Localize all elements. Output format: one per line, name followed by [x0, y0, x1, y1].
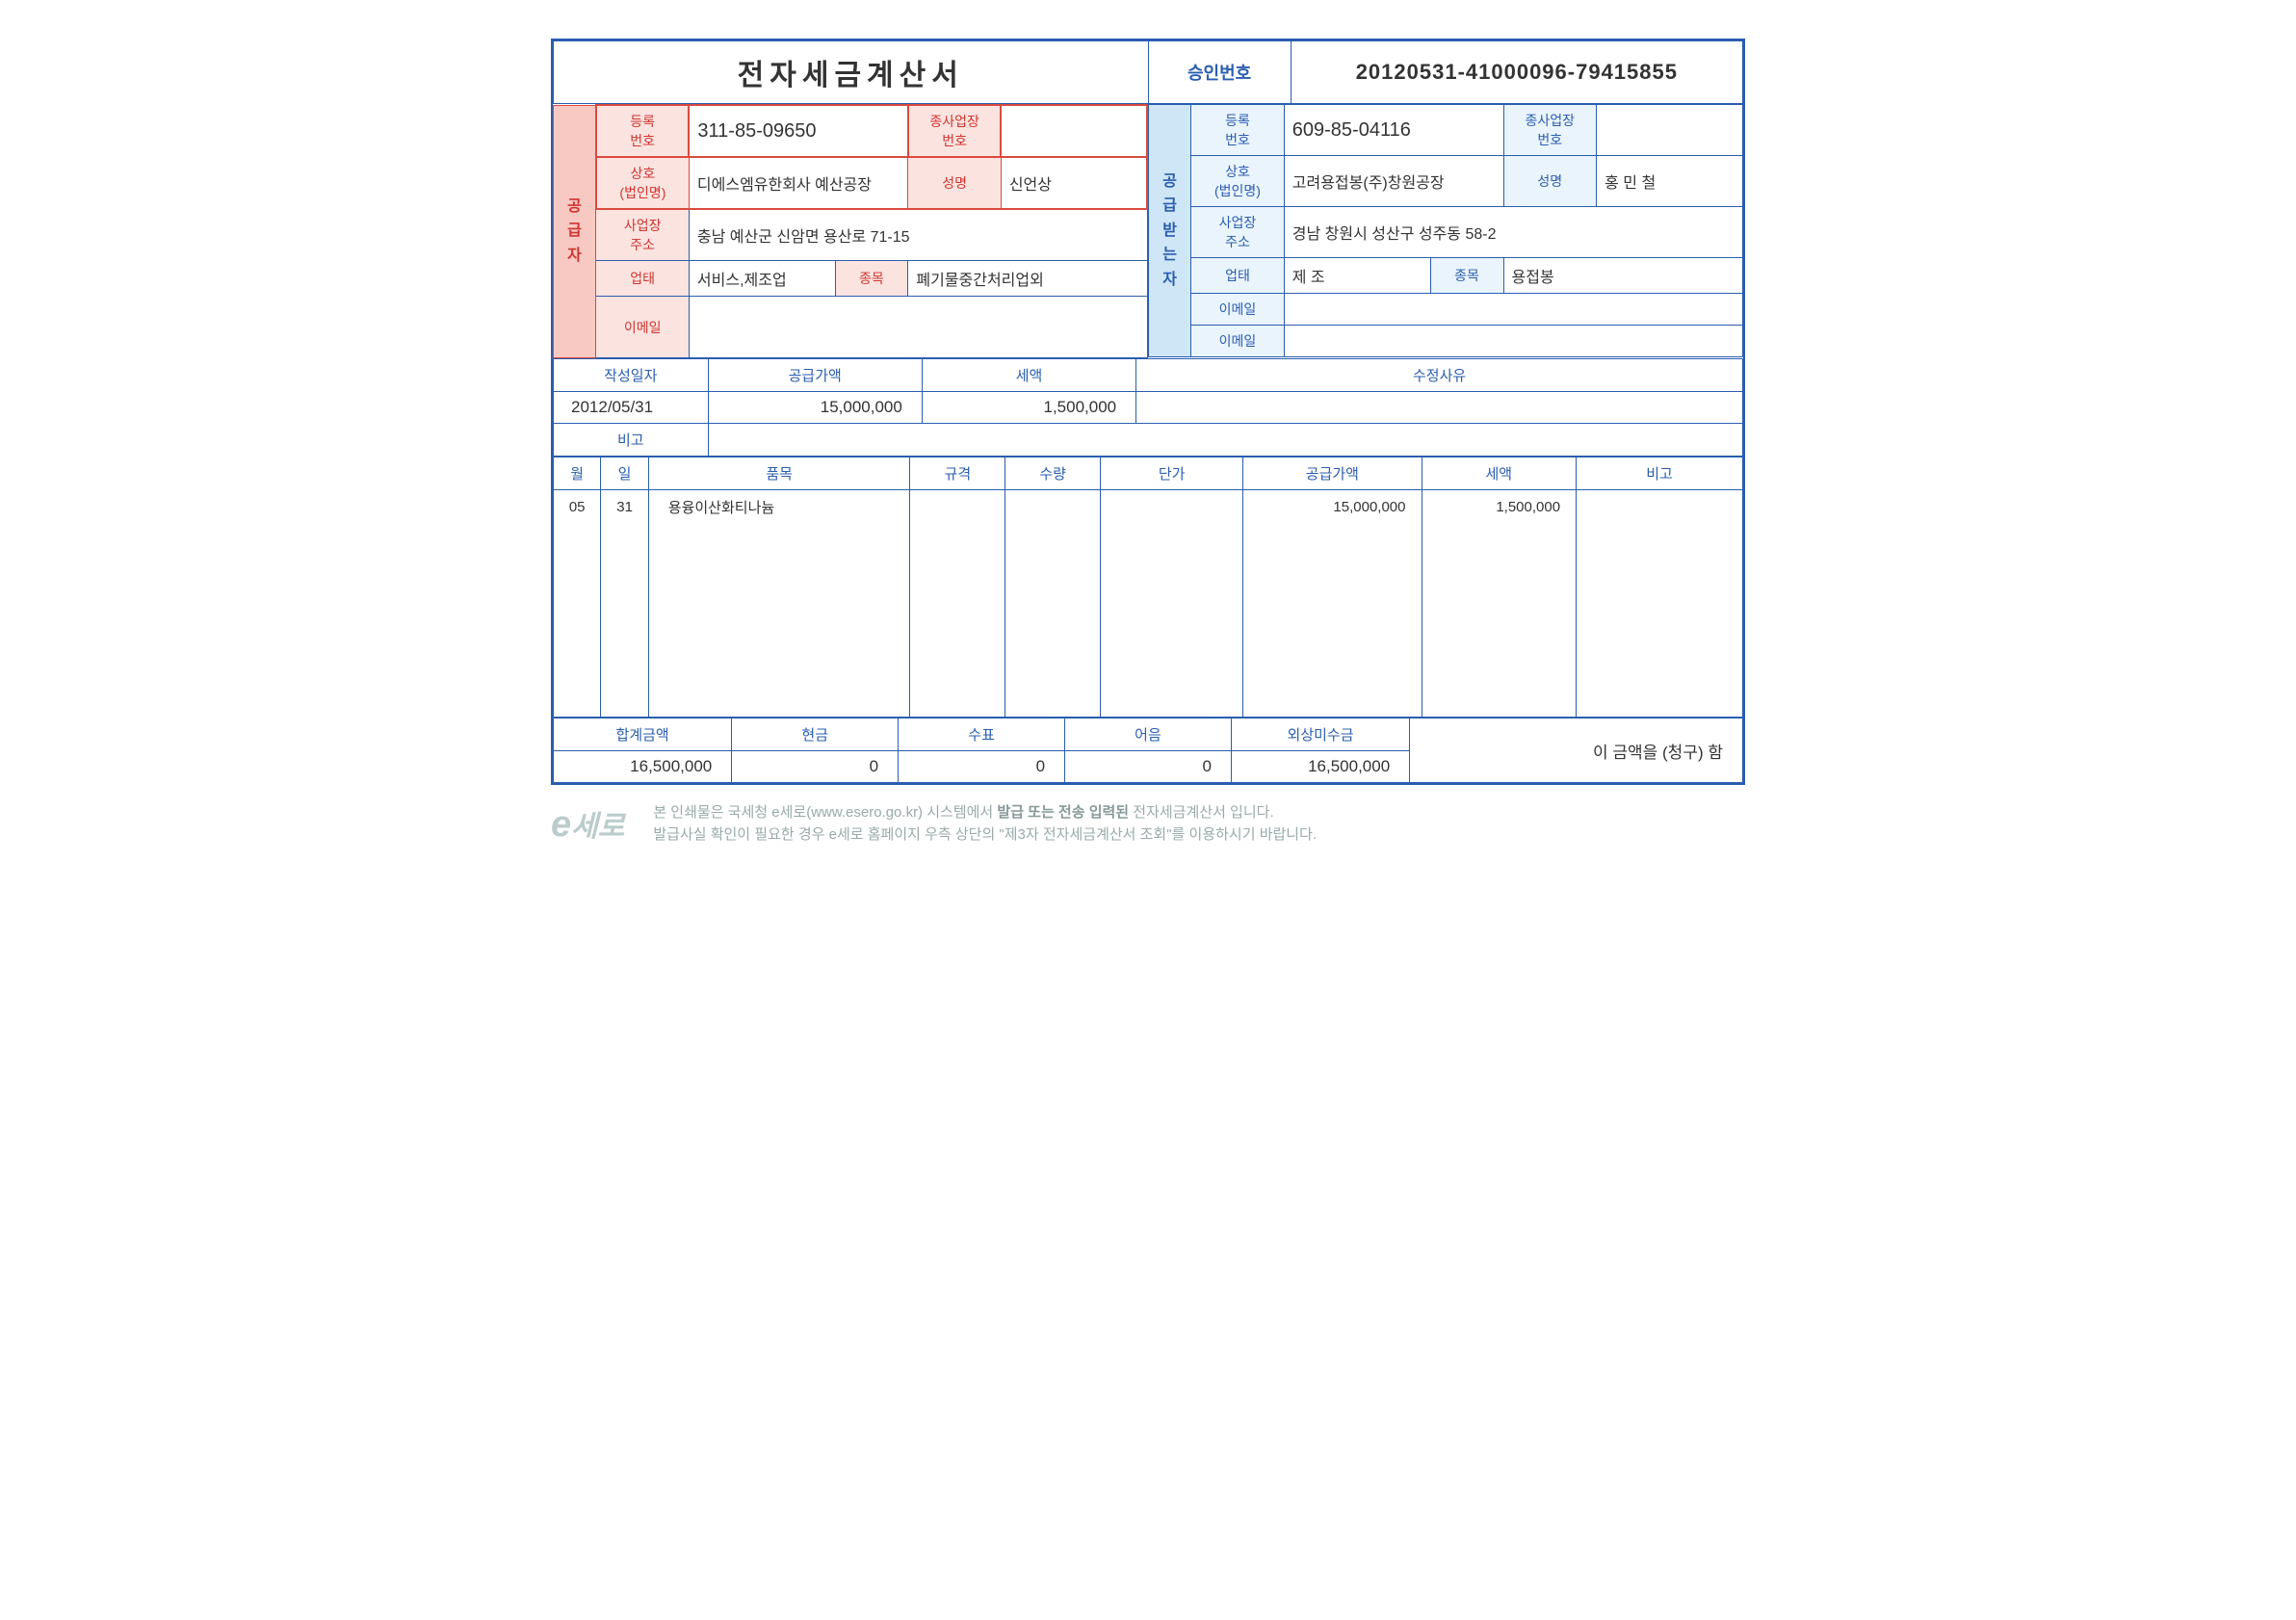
- recipient-bizitem: 용접봉: [1503, 258, 1743, 294]
- recipient-regno: 609-85-04116: [1284, 105, 1503, 156]
- items-header-qty: 수량: [1005, 457, 1101, 490]
- recipient-email2-label: 이메일: [1191, 326, 1285, 357]
- supplier-bizitem: 폐기물중간처리업외: [908, 261, 1147, 297]
- document-title: 전자세금계산서: [554, 41, 1149, 104]
- summary-date-label: 작성일자: [554, 359, 709, 392]
- supplier-addr-label: 사업장 주소: [596, 209, 689, 261]
- summary-tax: 1,500,000: [922, 392, 1135, 424]
- supplier-biztype: 서비스,제조업: [689, 261, 835, 297]
- supplier-email-label: 이메일: [596, 297, 689, 358]
- items-header-spec: 규격: [910, 457, 1005, 490]
- esero-logo: e세로: [551, 802, 624, 846]
- supplier-block: 공 급 자 등록 번호 311-85-09650 종사업장 번호 상호 (법인명…: [553, 104, 1148, 358]
- recipient-side-label: 공 급 받 는 자: [1149, 105, 1191, 357]
- supplier-subbiz-label: 종사업장 번호: [908, 105, 1001, 157]
- recipient-rep: 홍 민 철: [1597, 156, 1743, 207]
- supplier-company: 디에스엠유한회사 예산공장: [689, 157, 907, 209]
- supplier-addr: 충남 예산군 신암면 용산로 71-15: [689, 209, 1147, 261]
- item-row: 05 31 용융이산화티나늄 15,000,000 1,500,000: [554, 490, 1743, 525]
- totals-check: 0: [899, 751, 1065, 783]
- parties-table: 공 급 자 등록 번호 311-85-09650 종사업장 번호 상호 (법인명…: [553, 104, 1743, 358]
- items-header-note: 비고: [1577, 457, 1743, 490]
- summary-supply-label: 공급가액: [708, 359, 922, 392]
- recipient-bizitem-label: 종목: [1430, 258, 1503, 294]
- totals-credit-label: 외상미수금: [1231, 719, 1409, 751]
- item-day: 31: [601, 490, 648, 525]
- recipient-email1: [1284, 294, 1742, 326]
- items-header-supply: 공급가액: [1243, 457, 1422, 490]
- totals-total: 16,500,000: [554, 751, 732, 783]
- items-table: 월 일 품목 규격 수량 단가 공급가액 세액 비고 05 31 용융이산화티나…: [553, 457, 1743, 718]
- supplier-biztype-label: 업태: [596, 261, 689, 297]
- recipient-rep-label: 성명: [1503, 156, 1597, 207]
- totals-check-label: 수표: [899, 719, 1065, 751]
- recipient-addr: 경남 창원시 성산구 성주동 58-2: [1284, 207, 1742, 258]
- supplier-subbiz: [1001, 105, 1147, 157]
- items-empty-space: [554, 525, 1743, 718]
- items-header-unit: 단가: [1101, 457, 1243, 490]
- logo-text: 세로: [571, 811, 624, 843]
- item-spec: [910, 490, 1005, 525]
- supplier-regno-label: 등록 번호: [596, 105, 689, 157]
- totals-bill: 0: [1065, 751, 1232, 783]
- item-qty: [1005, 490, 1101, 525]
- item-name: 용융이산화티나늄: [648, 490, 910, 525]
- supplier-bizitem-label: 종목: [835, 261, 908, 297]
- summary-reason: [1136, 392, 1743, 424]
- recipient-addr-label: 사업장 주소: [1191, 207, 1285, 258]
- supplier-company-label: 상호 (법인명): [596, 157, 689, 209]
- item-unit: [1101, 490, 1243, 525]
- totals-total-label: 합계금액: [554, 719, 732, 751]
- totals-cash: 0: [732, 751, 899, 783]
- footer-line1b: 발급 또는 전송 입력된: [997, 804, 1129, 821]
- footer-line1a: 본 인쇄물은 국세청 e세로(www.esero.go.kr) 시스템에서: [653, 804, 997, 821]
- items-header-day: 일: [601, 457, 648, 490]
- summary-date: 2012/05/31: [554, 392, 709, 424]
- recipient-subbiz-label: 종사업장 번호: [1503, 105, 1597, 156]
- footer: e세로 본 인쇄물은 국세청 e세로(www.esero.go.kr) 시스템에…: [551, 802, 1745, 846]
- summary-tax-label: 세액: [922, 359, 1135, 392]
- totals-table: 합계금액 현금 수표 어음 외상미수금 이 금액을 (청구) 함 16,500,…: [553, 718, 1743, 783]
- totals-claim: 이 금액을 (청구) 함: [1410, 719, 1743, 783]
- supplier-rep: 신언상: [1001, 157, 1147, 209]
- recipient-subbiz: [1597, 105, 1743, 156]
- summary-note-label: 비고: [554, 424, 709, 457]
- items-header-month: 월: [554, 457, 601, 490]
- supplier-rep-label: 성명: [908, 157, 1001, 209]
- item-supply: 15,000,000: [1243, 490, 1422, 525]
- supplier-regno: 311-85-09650: [689, 105, 907, 157]
- recipient-email1-label: 이메일: [1191, 294, 1285, 326]
- items-header-name: 품목: [648, 457, 910, 490]
- approval-number-value: 20120531-41000096-79415855: [1291, 41, 1742, 104]
- recipient-regno-label: 등록 번호: [1191, 105, 1285, 156]
- approval-number-label: 승인번호: [1148, 41, 1291, 104]
- footer-text: 본 인쇄물은 국세청 e세로(www.esero.go.kr) 시스템에서 발급…: [653, 802, 1317, 846]
- recipient-biztype: 제 조: [1284, 258, 1430, 294]
- recipient-email2: [1284, 326, 1742, 357]
- tax-invoice-document: 전자세금계산서 승인번호 20120531-41000096-79415855 …: [551, 39, 1745, 785]
- footer-line2: 발급사실 확인이 필요한 경우 e세로 홈페이지 우측 상단의 "제3자 전자세…: [653, 824, 1317, 847]
- totals-credit: 16,500,000: [1231, 751, 1409, 783]
- recipient-company: 고려용접봉(주)창원공장: [1284, 156, 1503, 207]
- header-table: 전자세금계산서 승인번호 20120531-41000096-79415855: [553, 40, 1743, 104]
- recipient-biztype-label: 업태: [1191, 258, 1285, 294]
- totals-cash-label: 현금: [732, 719, 899, 751]
- item-note: [1577, 490, 1743, 525]
- items-header-tax: 세액: [1422, 457, 1577, 490]
- item-tax: 1,500,000: [1422, 490, 1577, 525]
- item-month: 05: [554, 490, 601, 525]
- logo-e: e: [551, 804, 571, 845]
- summary-table: 작성일자 공급가액 세액 수정사유 2012/05/31 15,000,000 …: [553, 358, 1743, 457]
- recipient-company-label: 상호 (법인명): [1191, 156, 1285, 207]
- summary-note: [708, 424, 1742, 457]
- summary-reason-label: 수정사유: [1136, 359, 1743, 392]
- supplier-side-label: 공 급 자: [554, 105, 596, 358]
- totals-bill-label: 어음: [1065, 719, 1232, 751]
- footer-line1c: 전자세금계산서 입니다.: [1129, 804, 1274, 821]
- supplier-email: [689, 297, 1147, 358]
- summary-supply: 15,000,000: [708, 392, 922, 424]
- recipient-block: 공 급 받 는 자 등록 번호 609-85-04116 종사업장 번호 상호 …: [1148, 104, 1743, 357]
